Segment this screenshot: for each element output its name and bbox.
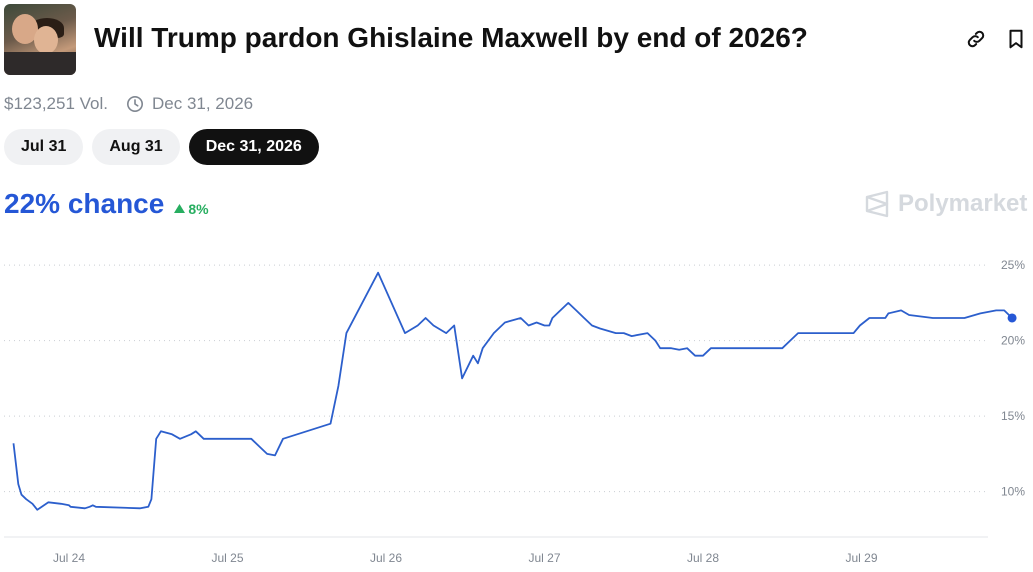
tab-dec-31-2026[interactable]: Dec 31, 2026 bbox=[188, 129, 319, 165]
clock-icon bbox=[126, 95, 143, 113]
market-title: Will Trump pardon Ghislaine Maxwell by e… bbox=[94, 22, 808, 53]
y-tick-label: 15% bbox=[1001, 409, 1025, 423]
delta-badge: 8% bbox=[174, 200, 209, 217]
polymarket-logo-icon bbox=[865, 190, 889, 218]
thumbnail-face-right bbox=[34, 26, 58, 54]
x-tick-label: Jul 25 bbox=[211, 551, 243, 565]
tab-jul-31[interactable]: Jul 31 bbox=[4, 129, 84, 165]
triangle-up-icon bbox=[174, 204, 186, 213]
x-tick-label: Jul 28 bbox=[687, 551, 719, 565]
delta-value: 8% bbox=[188, 200, 209, 217]
market-thumbnail bbox=[4, 4, 76, 75]
market-meta: $123,251 Vol. Dec 31, 2026 bbox=[4, 94, 253, 114]
link-icon[interactable] bbox=[965, 28, 987, 50]
polymarket-brand: Polymarket bbox=[864, 190, 1027, 218]
date-tabs: Jul 31 Aug 31 Dec 31, 2026 bbox=[4, 129, 319, 165]
bookmark-icon[interactable] bbox=[1005, 28, 1027, 50]
end-date-text: Dec 31, 2026 bbox=[151, 94, 254, 113]
chance-summary: 22% chance 8% bbox=[4, 188, 209, 220]
series-line bbox=[12, 271, 1013, 511]
latest-point[interactable] bbox=[1007, 313, 1017, 323]
y-tick-label: 10% bbox=[1001, 485, 1025, 499]
y-tick-label: 25% bbox=[1001, 258, 1025, 272]
x-tick-label: Jul 24 bbox=[53, 551, 85, 565]
x-tick-label: Jul 26 bbox=[370, 551, 402, 565]
x-tick-label: Jul 27 bbox=[528, 551, 560, 565]
brand-name: Polymarket bbox=[898, 190, 1028, 217]
thumbnail-face-left bbox=[12, 14, 38, 44]
thumbnail-clothing bbox=[4, 52, 76, 75]
volume-text: $123,251 Vol. bbox=[4, 94, 108, 113]
tab-aug-31[interactable]: Aug 31 bbox=[92, 129, 180, 165]
chance-value: 22% chance bbox=[4, 188, 165, 219]
x-tick-label: Jul 29 bbox=[845, 551, 877, 565]
y-tick-label: 20% bbox=[1001, 334, 1025, 348]
